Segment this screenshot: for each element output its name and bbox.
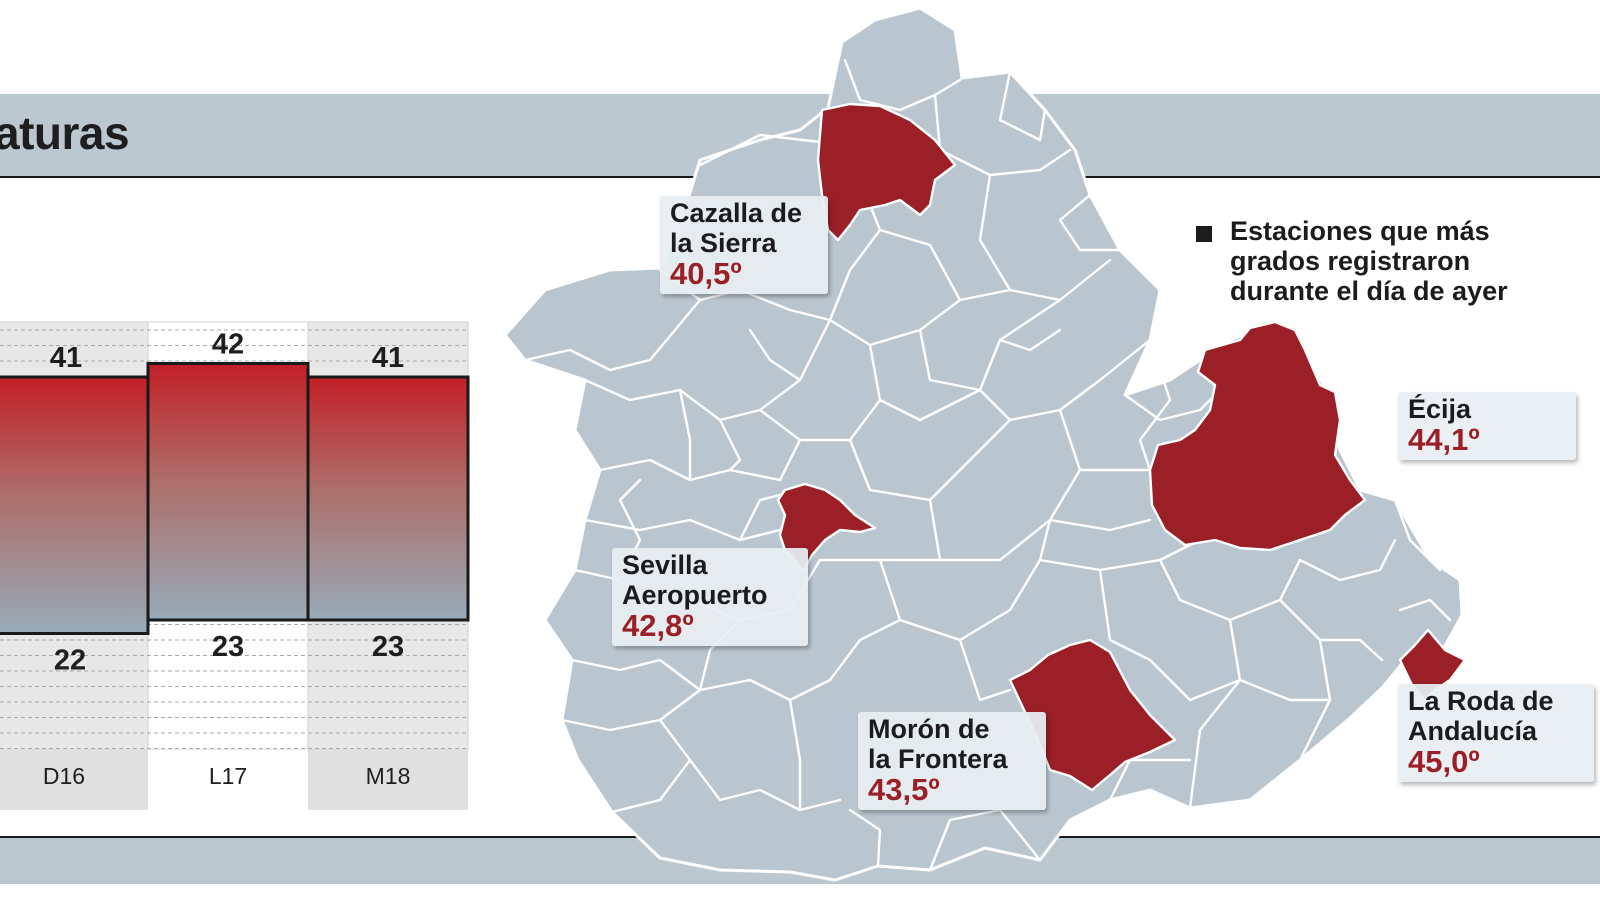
legend-swatch: [1196, 226, 1212, 242]
category-cell: [148, 750, 308, 810]
municipal-boundary: [788, 698, 802, 812]
municipal-boundary: [868, 338, 1152, 422]
municipal-boundary: [1138, 338, 1172, 472]
municipal-boundary: [583, 518, 782, 542]
station-name: Morón de la Frontera: [868, 714, 1008, 774]
station-name: Écija: [1408, 394, 1472, 424]
highlighted-municipality: [1008, 638, 1177, 792]
municipal-boundary: [878, 518, 1052, 642]
municipal-boundary: [560, 688, 702, 732]
temperature-range-bar: [306, 375, 470, 622]
municipal-boundary: [918, 328, 982, 392]
municipal-boundary: [523, 298, 702, 372]
station-callout-la-roda: La Roda de Andalucía 45,0º: [1398, 684, 1594, 782]
municipal-boundary: [1058, 193, 1122, 252]
municipal-boundary: [1393, 498, 1442, 572]
municipal-boundary: [878, 228, 1012, 302]
municipal-boundary: [998, 328, 1062, 352]
category-label: L17: [209, 763, 247, 789]
min-temp-label: 23: [372, 631, 404, 663]
station-callout-cazalla: Cazalla de la Sierra 40,5º: [660, 196, 828, 294]
station-name: Sevilla Aeropuerto: [622, 550, 768, 610]
station-value: 43,5º: [868, 772, 940, 807]
station-value: 44,1º: [1408, 422, 1480, 457]
station-value: 42,8º: [622, 608, 694, 643]
page-title: aturas: [0, 107, 130, 159]
category-cell: [308, 750, 468, 810]
temperature-chart: 41 22 D16 42 23 L17 41 23 M18: [0, 321, 470, 810]
category-label: D16: [43, 763, 85, 789]
municipal-boundary: [928, 808, 1042, 872]
station-callout-moron: Morón de la Frontera 43,5º: [858, 712, 1046, 810]
municipal-boundary: [1148, 658, 1242, 702]
highlighted-municipality: [1148, 320, 1367, 552]
municipal-boundary: [1188, 618, 1242, 810]
max-temp-label: 41: [372, 342, 404, 374]
municipal-boundary: [928, 408, 1082, 562]
municipal-boundary: [658, 718, 842, 812]
legend-text: Estaciones que más grados registraron du…: [1230, 216, 1508, 306]
municipal-boundary: [958, 638, 1012, 702]
municipal-boundary: [748, 328, 802, 382]
municipal-boundary: [998, 70, 1047, 142]
category-label: M18: [366, 763, 411, 789]
temperature-range-bar: [146, 362, 310, 622]
municipal-boundary: [610, 758, 692, 814]
municipal-boundary: [843, 58, 962, 112]
station-name: Cazalla de la Sierra: [670, 198, 803, 258]
municipal-boundary: [1038, 538, 1202, 572]
municipal-boundary: [1048, 518, 1152, 532]
station-callout-sevilla: Sevilla Aeropuerto 42,8º: [612, 548, 808, 646]
municipal-boundary: [848, 808, 882, 868]
municipal-boundary: [1398, 598, 1452, 622]
municipal-boundary: [1298, 538, 1397, 582]
municipal-boundary: [1098, 568, 1152, 662]
min-temp-label: 23: [212, 631, 244, 663]
station-value: 45,0º: [1408, 744, 1480, 779]
municipal-boundary: [678, 388, 692, 482]
max-temp-label: 41: [50, 342, 82, 374]
min-temp-label: 22: [54, 645, 86, 677]
station-callout-ecija: Écija 44,1º: [1398, 392, 1576, 460]
category-cell: [0, 750, 148, 810]
max-temp-label: 42: [212, 329, 244, 361]
temperature-range-bar: [0, 375, 150, 635]
municipal-boundary: [1238, 678, 1332, 702]
municipal-boundary: [658, 268, 962, 347]
municipal-boundary: [570, 618, 902, 702]
station-value: 40,5º: [670, 256, 742, 291]
station-name: La Roda de Andalucía: [1408, 686, 1554, 746]
municipal-boundary: [718, 418, 742, 472]
municipal-boundary: [1278, 598, 1384, 662]
